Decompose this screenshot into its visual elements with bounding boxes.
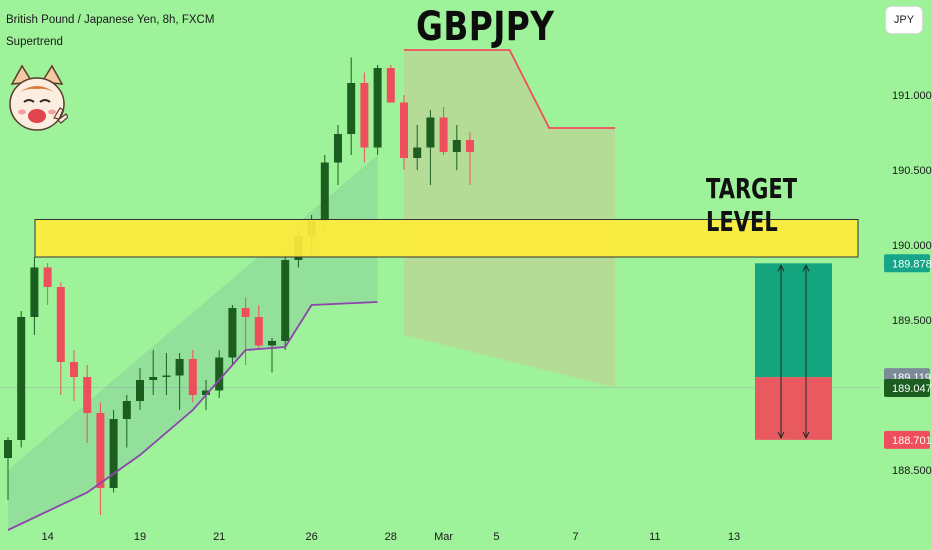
price-tag-label: 189.047 bbox=[892, 383, 932, 395]
x-tick-label: 14 bbox=[41, 531, 53, 543]
candle-body bbox=[43, 267, 52, 287]
x-tick-label: 13 bbox=[728, 531, 740, 543]
x-tick-label: Mar bbox=[434, 531, 453, 543]
y-tick-label: 190.000 bbox=[892, 240, 932, 252]
target-level-zone bbox=[34, 219, 859, 258]
x-tick-label: 21 bbox=[213, 531, 225, 543]
y-tick-label: 189.500 bbox=[892, 315, 932, 327]
y-tick-label: 191.000 bbox=[892, 90, 932, 102]
price-tag bbox=[884, 254, 930, 273]
candle-body bbox=[268, 341, 276, 346]
price-tag bbox=[884, 430, 930, 449]
candle-body bbox=[4, 440, 12, 458]
candle-body bbox=[360, 83, 369, 148]
position-arrow-head-up bbox=[802, 264, 810, 272]
candle-body bbox=[254, 317, 263, 346]
candle-body bbox=[215, 357, 224, 391]
candle-body bbox=[228, 308, 237, 358]
candle-body bbox=[386, 68, 395, 103]
candle-body bbox=[400, 102, 408, 158]
candle-body bbox=[281, 260, 290, 341]
symbol-title: British Pound / Japanese Yen, 8h, FXCM bbox=[6, 14, 215, 26]
candle-body bbox=[426, 117, 435, 148]
chart-annotation-title: GBPJPY bbox=[416, 4, 555, 50]
candle-body bbox=[413, 147, 422, 158]
candle-body bbox=[70, 362, 78, 377]
price-tag bbox=[884, 378, 930, 397]
candle-body bbox=[241, 308, 250, 317]
candle-body bbox=[320, 162, 329, 221]
y-tick-label: 190.500 bbox=[892, 165, 932, 177]
position-arrow-head-up bbox=[777, 264, 785, 272]
supertrend-down-fill bbox=[404, 50, 616, 388]
x-tick-label: 19 bbox=[134, 531, 146, 543]
supertrend-up-line bbox=[7, 301, 378, 531]
position-profit-zone bbox=[755, 263, 832, 378]
y-tick-label: 188.500 bbox=[892, 465, 932, 477]
position-stop-zone bbox=[755, 377, 832, 440]
target-level-annotation: TARGET LEVEL bbox=[706, 172, 798, 238]
x-tick-label: 7 bbox=[573, 531, 579, 543]
x-tick-label: 26 bbox=[305, 531, 317, 543]
candle-body bbox=[149, 377, 158, 380]
candle-body bbox=[56, 287, 65, 362]
position-arrow-head-down bbox=[777, 431, 785, 439]
candle-body bbox=[162, 375, 171, 377]
x-tick-label: 5 bbox=[493, 531, 499, 543]
position-arrow-head-down bbox=[802, 431, 810, 439]
price-tag-label: 188.701 bbox=[892, 435, 932, 447]
candle-body bbox=[347, 83, 356, 134]
candle-body bbox=[109, 419, 118, 488]
candle-body bbox=[17, 317, 26, 440]
candle-body bbox=[122, 401, 131, 419]
candle-body bbox=[373, 68, 382, 148]
cat-avatar-icon bbox=[9, 64, 68, 131]
supertrend-down-line bbox=[404, 49, 616, 129]
price-tag-label: 189.878 bbox=[892, 258, 932, 270]
candle-body bbox=[175, 359, 184, 376]
candle-body bbox=[188, 359, 197, 395]
currency-button[interactable]: JPY bbox=[885, 6, 923, 34]
indicator-label[interactable]: Supertrend bbox=[6, 36, 63, 48]
x-tick-label: 28 bbox=[385, 531, 397, 543]
candle-body bbox=[439, 117, 448, 152]
x-tick-label: 11 bbox=[649, 531, 660, 543]
candle-body bbox=[466, 140, 474, 152]
candle-body bbox=[83, 377, 92, 413]
candle-body bbox=[96, 413, 105, 488]
candle-body bbox=[452, 140, 461, 152]
candle-body bbox=[30, 267, 39, 317]
candle-body bbox=[202, 390, 210, 395]
candle-body bbox=[136, 380, 144, 401]
candle-body bbox=[334, 134, 342, 163]
